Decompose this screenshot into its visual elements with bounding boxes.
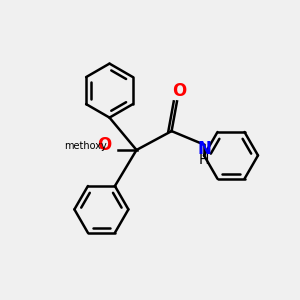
Text: H: H — [199, 152, 209, 167]
Text: methoxy: methoxy — [64, 141, 106, 151]
Text: O: O — [97, 136, 111, 154]
Text: N: N — [197, 140, 211, 158]
Text: O: O — [172, 82, 187, 100]
